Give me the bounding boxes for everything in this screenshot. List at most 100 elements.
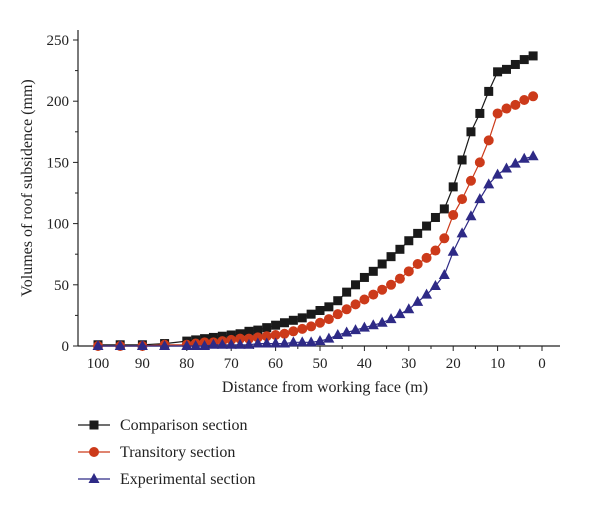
- data-point-comparison-section: [306, 309, 316, 319]
- y-tick-label: 250: [47, 33, 70, 49]
- data-point-comparison-section: [510, 59, 520, 69]
- data-point-experimental-section: [438, 269, 450, 280]
- x-tick-label: 100: [87, 356, 110, 372]
- data-point-experimental-section: [509, 157, 521, 168]
- data-point-experimental-section: [447, 245, 459, 256]
- data-point-transitory-section: [448, 210, 459, 221]
- data-point-comparison-section: [395, 244, 405, 254]
- data-point-transitory-section: [510, 99, 521, 110]
- data-point-transitory-section: [394, 273, 405, 284]
- data-point-comparison-section: [528, 51, 538, 61]
- data-point-experimental-section: [278, 337, 290, 348]
- data-point-experimental-section: [296, 336, 308, 347]
- x-tick-label: 30: [401, 356, 416, 372]
- data-point-comparison-section: [422, 221, 432, 231]
- data-point-experimental-section: [252, 337, 264, 348]
- legend-label: Transitory section: [120, 444, 235, 461]
- data-point-transitory-section: [421, 252, 432, 263]
- data-point-experimental-section: [323, 332, 335, 343]
- x-tick-label: 50: [313, 356, 328, 372]
- data-point-experimental-section: [225, 338, 237, 349]
- data-point-experimental-section: [456, 227, 468, 238]
- data-point-transitory-section: [315, 317, 325, 328]
- data-point-experimental-section: [412, 295, 424, 306]
- series-line-comparison-section: [98, 55, 534, 346]
- x-tick-label: 40: [357, 356, 372, 372]
- data-point-transitory-section: [359, 294, 370, 305]
- data-point-comparison-section: [253, 325, 263, 335]
- x-tick-label: 90: [135, 356, 150, 372]
- data-point-comparison-section: [501, 64, 511, 74]
- data-point-experimental-section: [376, 316, 388, 327]
- data-point-experimental-section: [270, 337, 282, 348]
- legend-label: Experimental section: [120, 471, 256, 488]
- data-point-transitory-section: [323, 314, 334, 325]
- x-tick-label: 70: [224, 356, 239, 372]
- series-layer: [92, 51, 539, 351]
- data-point-comparison-section: [448, 182, 458, 192]
- legend-item-comparison-section: Comparison section: [78, 417, 248, 434]
- data-point-transitory-section: [306, 321, 317, 332]
- data-point-experimental-section: [465, 210, 477, 221]
- data-point-transitory-section: [297, 323, 308, 334]
- data-point-comparison-section: [493, 67, 503, 77]
- data-point-experimental-section: [403, 303, 415, 314]
- y-tick-label: 100: [47, 217, 70, 233]
- data-point-comparison-section: [368, 266, 378, 276]
- data-point-comparison-section: [297, 313, 307, 323]
- y-tick-label: 0: [62, 339, 70, 355]
- data-point-transitory-section: [341, 304, 352, 315]
- data-point-transitory-section: [368, 289, 379, 300]
- data-point-experimental-section: [332, 328, 344, 339]
- y-tick-label: 50: [54, 278, 69, 294]
- data-point-transitory-section: [457, 194, 468, 205]
- x-tick-label: 20: [446, 356, 461, 372]
- data-point-transitory-section: [403, 266, 414, 277]
- data-point-transitory-section: [386, 279, 397, 290]
- data-point-transitory-section: [474, 157, 485, 168]
- y-axis-title: Volumes of roof subsidence (mm): [19, 79, 36, 296]
- data-point-experimental-section: [114, 340, 126, 350]
- data-point-experimental-section: [358, 321, 370, 332]
- data-point-experimental-section: [314, 335, 326, 346]
- data-point-transitory-section: [270, 329, 281, 340]
- data-point-comparison-section: [457, 155, 467, 165]
- data-point-transitory-section: [483, 135, 494, 146]
- data-point-comparison-section: [315, 306, 325, 316]
- legend-label: Comparison section: [120, 417, 248, 434]
- y-tick-label: 200: [47, 94, 70, 110]
- data-point-transitory-section: [377, 284, 388, 295]
- data-point-comparison-section: [413, 228, 423, 238]
- data-point-experimental-section: [492, 168, 504, 179]
- data-point-experimental-section: [243, 338, 255, 349]
- data-point-experimental-section: [234, 338, 246, 349]
- data-point-comparison-section: [324, 302, 334, 312]
- data-point-comparison-section: [342, 287, 352, 297]
- data-point-experimental-section: [341, 326, 353, 337]
- data-point-experimental-section: [305, 336, 317, 347]
- data-point-comparison-section: [484, 86, 494, 96]
- data-point-comparison-section: [359, 272, 369, 282]
- data-point-comparison-section: [244, 326, 254, 336]
- data-point-experimental-section: [367, 319, 379, 330]
- data-point-transitory-section: [501, 103, 512, 114]
- data-point-comparison-section: [519, 55, 529, 65]
- data-point-experimental-section: [394, 308, 406, 319]
- x-tick-label: 10: [490, 356, 505, 372]
- data-point-transitory-section: [261, 331, 272, 342]
- data-point-experimental-section: [350, 324, 362, 335]
- data-point-comparison-section: [377, 259, 387, 269]
- data-point-experimental-section: [287, 336, 299, 347]
- data-point-comparison-section: [430, 212, 440, 222]
- data-point-transitory-section: [235, 333, 246, 344]
- data-point-comparison-section: [333, 296, 343, 306]
- data-point-transitory-section: [492, 108, 503, 119]
- data-point-transitory-section: [332, 309, 343, 320]
- data-point-experimental-section: [429, 280, 441, 291]
- y-tick-label: 150: [47, 155, 70, 171]
- x-tick-label: 0: [538, 356, 546, 372]
- legend-marker-transitory-section: [89, 447, 99, 457]
- data-point-comparison-section: [404, 236, 414, 246]
